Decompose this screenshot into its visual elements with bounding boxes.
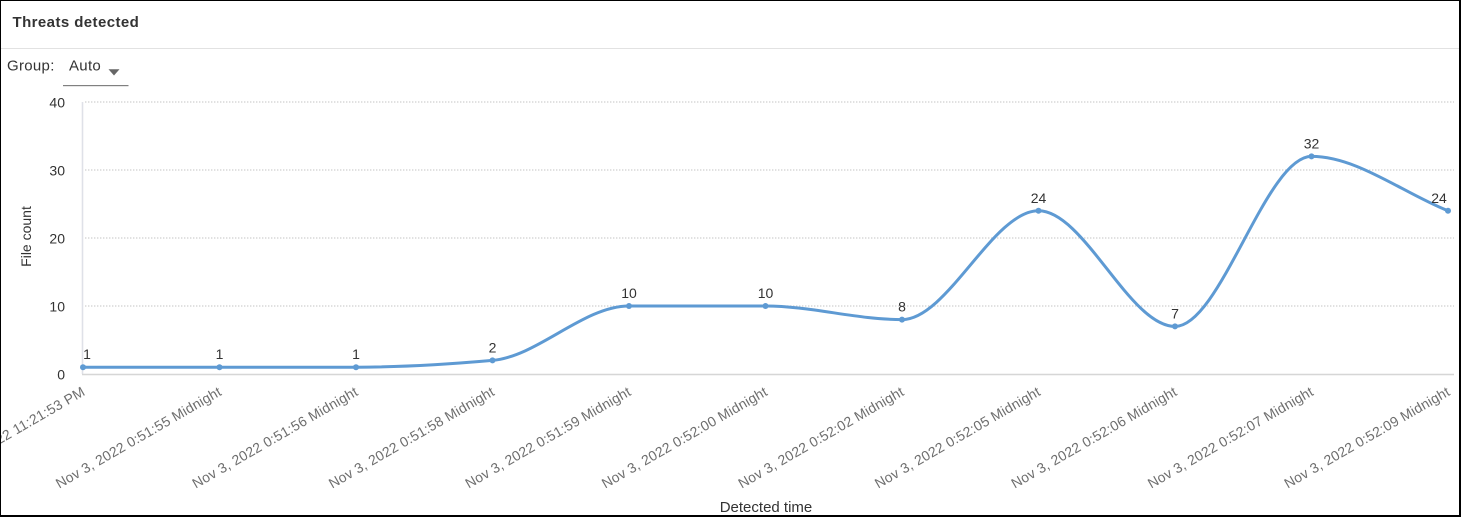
svg-text:10: 10 — [621, 285, 637, 301]
svg-text:Auto: Auto — [69, 58, 101, 75]
svg-text:40: 40 — [49, 95, 65, 111]
svg-text:File count: File count — [18, 206, 34, 267]
svg-text:10: 10 — [49, 299, 65, 315]
svg-text:Detected time: Detected time — [720, 499, 813, 516]
svg-text:1: 1 — [352, 346, 360, 362]
svg-text:1: 1 — [83, 346, 91, 362]
svg-text:24: 24 — [1431, 190, 1447, 206]
svg-text:1: 1 — [216, 346, 224, 362]
svg-text:8: 8 — [898, 299, 906, 315]
svg-text:32: 32 — [1304, 135, 1320, 151]
svg-text:7: 7 — [1171, 305, 1179, 321]
svg-text:Group:: Group: — [7, 58, 55, 75]
svg-text:20: 20 — [49, 231, 65, 247]
svg-text:24: 24 — [1031, 190, 1047, 206]
svg-text:10: 10 — [758, 285, 774, 301]
svg-text:30: 30 — [49, 163, 65, 179]
svg-text:Threats detected: Threats detected — [13, 14, 140, 31]
svg-text:2: 2 — [489, 339, 497, 355]
svg-text:0: 0 — [57, 367, 65, 383]
